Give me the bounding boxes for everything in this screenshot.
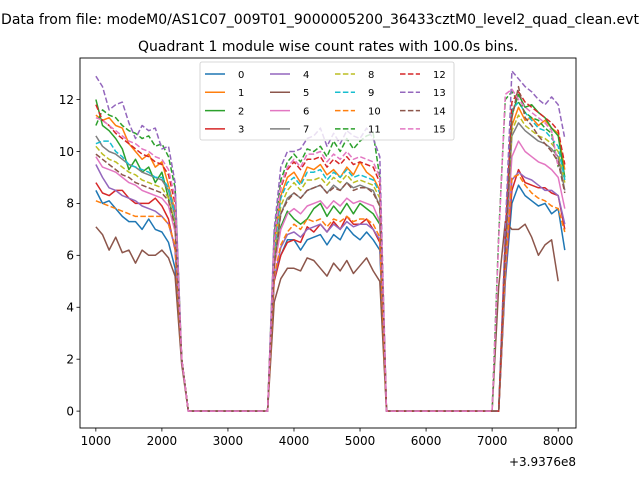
y-axis: 0 2 4 6 8 10 12 (59, 93, 80, 418)
legend-label-6: 6 (303, 106, 309, 117)
chart-title: Quadrant 1 module wise count rates with … (138, 39, 518, 55)
figure-suptitle: Data from file: modeM0/AS1C07_009T01_900… (1, 12, 639, 28)
legend-label-7: 7 (303, 125, 309, 136)
x-tick-label: 8000 (543, 434, 574, 448)
legend-box (199, 61, 455, 141)
plot-frame (79, 57, 577, 429)
series-line-12 (95, 91, 566, 412)
x-tick-label: 2000 (147, 434, 178, 448)
y-tick-label: 0 (66, 404, 74, 418)
legend-label-5: 5 (303, 88, 309, 99)
legend-label-4: 4 (303, 70, 309, 81)
legend-label-14: 14 (433, 106, 446, 117)
plot-area: 1000 2000 3000 4000 5000 6000 7000 8000 0246810… (59, 57, 577, 469)
legend-label-13: 13 (433, 88, 446, 99)
legend-label-11: 11 (368, 125, 381, 136)
legend-label-12: 12 (433, 70, 446, 81)
legend-label-10: 10 (368, 106, 381, 117)
y-tick-label: 4 (66, 301, 74, 315)
series-layer (95, 70, 566, 412)
x-axis: 1000 2000 3000 4000 5000 6000 7000 8000 (81, 428, 574, 448)
series-line-15 (95, 88, 559, 412)
x-tick-label: 3000 (213, 434, 244, 448)
series-line-9 (95, 101, 566, 412)
y-tick-label: 8 (66, 197, 74, 211)
legend-label-3: 3 (238, 125, 244, 136)
legend-label-1: 1 (238, 88, 244, 99)
x-tick-label: 5000 (345, 434, 376, 448)
y-tick-label: 2 (66, 352, 74, 366)
legend-label-0: 0 (238, 70, 244, 81)
y-tick-label: 12 (59, 93, 74, 107)
x-tick-label: 6000 (411, 434, 442, 448)
x-tick-label: 1000 (81, 434, 112, 448)
legend-label-2: 2 (238, 106, 244, 117)
x-axis-offset-label: +3.9376e8 (509, 455, 576, 469)
legend-label-15: 15 (433, 125, 446, 136)
y-tick-label: 6 (66, 249, 74, 263)
y-tick-label: 10 (59, 145, 74, 159)
legend-label-8: 8 (368, 70, 374, 81)
legend-label-9: 9 (368, 88, 374, 99)
x-tick-label: 7000 (477, 434, 508, 448)
x-tick-label: 4000 (279, 434, 310, 448)
